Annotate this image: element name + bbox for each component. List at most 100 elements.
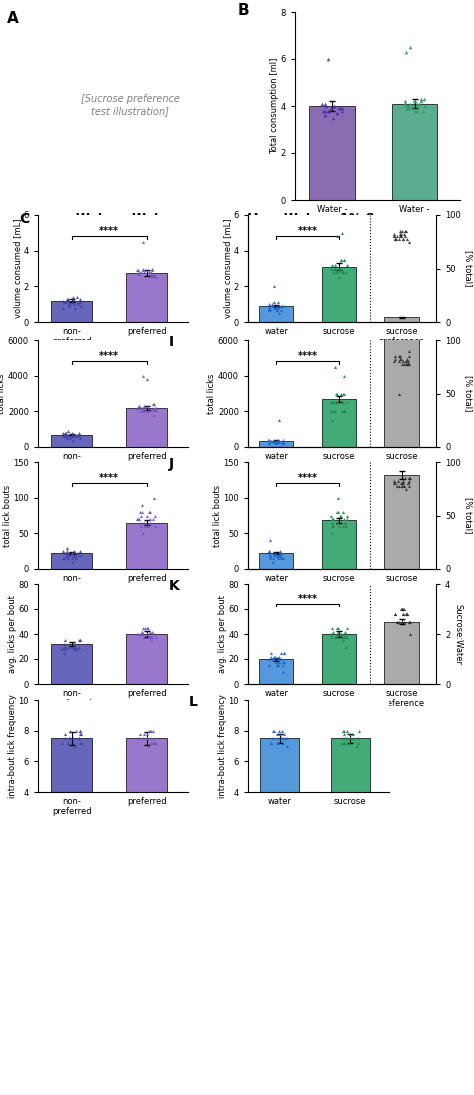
Point [390, 473, 398, 491]
Point [266, 301, 273, 319]
Point [329, 510, 337, 528]
Point [65, 729, 73, 747]
Point [151, 734, 159, 751]
Point [73, 427, 81, 445]
Point [135, 625, 143, 643]
Point [334, 228, 341, 245]
Point [405, 470, 413, 487]
Point [71, 635, 79, 653]
Point [279, 653, 286, 670]
Point [143, 397, 151, 415]
Point [146, 722, 154, 739]
Point [335, 518, 343, 535]
Point [328, 525, 336, 542]
Point [64, 734, 72, 751]
Point [146, 504, 154, 521]
Point [143, 518, 151, 535]
Point [279, 662, 286, 680]
Point [136, 725, 144, 742]
Point [400, 226, 408, 243]
Point [419, 102, 427, 119]
Point [69, 637, 76, 655]
Point [337, 251, 345, 268]
Point [152, 399, 159, 416]
Point [324, 50, 332, 68]
Text: B: B [237, 2, 249, 18]
Point [58, 734, 66, 751]
Point [140, 397, 148, 415]
Point [403, 606, 411, 623]
Point [336, 268, 343, 286]
Point [139, 623, 146, 641]
Point [342, 729, 350, 747]
Point [406, 625, 413, 643]
Point [77, 734, 84, 751]
Point [400, 355, 408, 372]
Point [321, 102, 329, 119]
Point [76, 722, 84, 739]
Point [403, 97, 410, 115]
Bar [384, 475, 419, 569]
Point [333, 104, 341, 122]
Point [418, 93, 425, 111]
Point [328, 627, 335, 645]
Bar [384, 0, 419, 447]
Point [269, 650, 277, 668]
Point [343, 256, 350, 274]
Point [149, 734, 156, 751]
Point [64, 550, 72, 567]
Point [393, 228, 401, 245]
Point [267, 433, 274, 450]
Point [66, 722, 73, 739]
Point [141, 401, 149, 418]
Point [328, 514, 336, 531]
Point [331, 260, 339, 277]
Point [73, 288, 81, 306]
Point [413, 97, 421, 115]
Point [265, 299, 273, 316]
Bar [322, 634, 356, 684]
Point [64, 734, 72, 751]
Point [391, 230, 399, 247]
Point [397, 228, 405, 245]
Point [267, 734, 274, 751]
Point [273, 433, 280, 450]
Point [327, 403, 335, 420]
Point [398, 600, 406, 618]
Point [269, 650, 276, 668]
Point [399, 476, 406, 494]
Point [396, 228, 404, 245]
Point [275, 546, 283, 564]
Point [71, 637, 79, 655]
Point [410, 97, 417, 115]
Text: C: C [19, 212, 29, 226]
Point [68, 424, 76, 441]
Point [151, 395, 158, 413]
Point [399, 600, 406, 618]
Point [140, 627, 148, 645]
Point [277, 548, 285, 565]
Point [269, 729, 277, 747]
Point [283, 737, 291, 754]
Bar [259, 306, 293, 322]
Point [341, 403, 348, 420]
Text: H: H [246, 212, 258, 226]
Point [339, 394, 346, 412]
Point [75, 729, 82, 747]
Bar [51, 738, 92, 853]
Point [321, 106, 328, 124]
Point [64, 546, 72, 564]
Point [276, 546, 283, 564]
Point [135, 265, 142, 283]
Point [346, 725, 354, 742]
Point [420, 90, 428, 107]
Point [401, 95, 409, 113]
Point [335, 260, 343, 277]
Point [336, 260, 344, 277]
Point [338, 403, 346, 420]
Point [143, 619, 150, 636]
Point [401, 93, 409, 111]
Point [278, 729, 285, 747]
Point [71, 542, 78, 560]
Point [72, 722, 79, 739]
